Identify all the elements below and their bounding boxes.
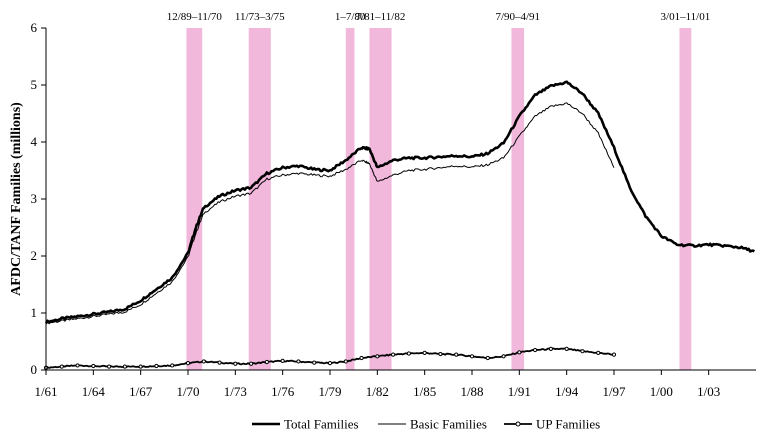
data-point-up-families: [485, 355, 490, 361]
data-point-up-families: [122, 364, 127, 369]
recession-band: [186, 28, 203, 370]
recession-label: 12/89–11/70: [167, 11, 223, 23]
x-tick-label: 1/97: [602, 384, 626, 399]
recession-band: [345, 28, 355, 370]
y-tick-label: 3: [31, 191, 38, 206]
x-tick-label: 1/64: [82, 384, 106, 399]
series-line-up-families: [45, 347, 614, 370]
legend-entry: Total Families: [284, 417, 359, 432]
y-tick-label: 0: [31, 362, 38, 377]
recession-bands: [186, 28, 692, 370]
data-point-up-families: [138, 364, 143, 369]
recession-label: 11/73–3/75: [235, 11, 285, 23]
data-point-up-families: [548, 346, 553, 352]
data-point-up-families: [170, 363, 175, 368]
y-tick-label: 2: [31, 248, 38, 263]
x-tick-label: 1/94: [555, 384, 579, 399]
x-tick-label: 1/67: [129, 384, 153, 399]
x-tick-label: 1/61: [34, 384, 57, 399]
legend-entry: Basic Families: [410, 417, 487, 432]
x-tick-label: 1/79: [318, 384, 341, 399]
y-tick-label: 5: [31, 77, 38, 92]
data-point-up-families: [327, 361, 333, 366]
data-point-up-families: [422, 350, 427, 355]
data-point-up-families: [107, 364, 112, 369]
recession-label: 7/81–11/82: [356, 11, 406, 23]
x-tick-label: 1/88: [460, 384, 483, 399]
y-tick-label: 1: [31, 305, 38, 320]
data-point-up-families: [280, 358, 285, 363]
x-tick-label: 1/73: [224, 384, 247, 399]
legend-entry: UP Families: [536, 417, 600, 432]
data-point-up-families: [75, 363, 80, 368]
x-axis-ticks: 1/61 1/64 1/67 1/70 1/73 1/76 1/79 1/82 1/85 1/88…: [34, 370, 720, 399]
data-point-up-families: [596, 350, 601, 355]
y-axis-ticks: 0 1 2 3 4 5 6: [31, 20, 46, 377]
data-point-up-families: [264, 359, 269, 365]
data-point-up-families: [517, 350, 522, 355]
data-point-up-families: [185, 361, 191, 366]
y-axis-title: AFDC/TANF Families (millions): [9, 102, 24, 296]
data-point-up-families: [312, 360, 317, 365]
data-point-up-families: [406, 351, 411, 356]
x-tick-label: 1/00: [650, 384, 673, 399]
data-point-up-families: [296, 359, 301, 364]
series-line-total-families: [44, 80, 756, 325]
data-point-up-families: [201, 359, 206, 364]
x-tick-label: 1/85: [413, 384, 436, 399]
data-point-up-families: [580, 349, 585, 354]
data-point-up-families: [249, 361, 254, 366]
data-point-up-families: [501, 354, 506, 359]
y-tick-label: 6: [31, 20, 38, 35]
data-point-up-families: [154, 363, 159, 369]
x-tick-label: 1/70: [176, 384, 199, 399]
recession-label: 1–7/80: [335, 11, 366, 23]
series-line-basic-families: [45, 102, 615, 325]
data-point-up-families: [438, 351, 443, 357]
recession-label: 7/90–4/91: [495, 11, 540, 23]
data-point-up-families: [611, 352, 617, 357]
legend: Total Families Basic Families UP Families: [252, 417, 600, 432]
x-tick-label: 1/91: [508, 384, 531, 399]
axes: [45, 28, 756, 371]
x-tick-label: 1/76: [271, 384, 295, 399]
recession-band: [369, 28, 392, 370]
data-point-up-families: [233, 361, 238, 366]
x-tick-label: 1/03: [697, 384, 720, 399]
data-point-up-families: [343, 359, 348, 364]
series-lines: [43, 80, 756, 370]
data-point-up-families: [454, 352, 459, 357]
recession-labels: 12/89–11/70 11/73–3/75 1–7/807/81–11/82 7/9…: [167, 11, 711, 23]
x-tick-label: 1/82: [366, 384, 389, 399]
data-point-up-families: [469, 354, 475, 359]
legend-marker: [515, 421, 521, 427]
data-point-up-families: [359, 355, 364, 361]
recession-band: [248, 28, 271, 370]
y-tick-label: 4: [31, 134, 38, 149]
data-point-up-families: [217, 360, 222, 365]
data-point-up-families: [375, 354, 380, 359]
data-point-up-families: [564, 346, 569, 352]
recession-label: 3/01–11/01: [661, 11, 711, 23]
recession-band: [511, 28, 525, 370]
data-point-up-families: [533, 347, 538, 353]
recession-band: [679, 28, 692, 370]
data-point-up-families: [59, 364, 64, 369]
data-point-up-families: [391, 352, 396, 357]
data-point-up-families: [91, 363, 96, 369]
